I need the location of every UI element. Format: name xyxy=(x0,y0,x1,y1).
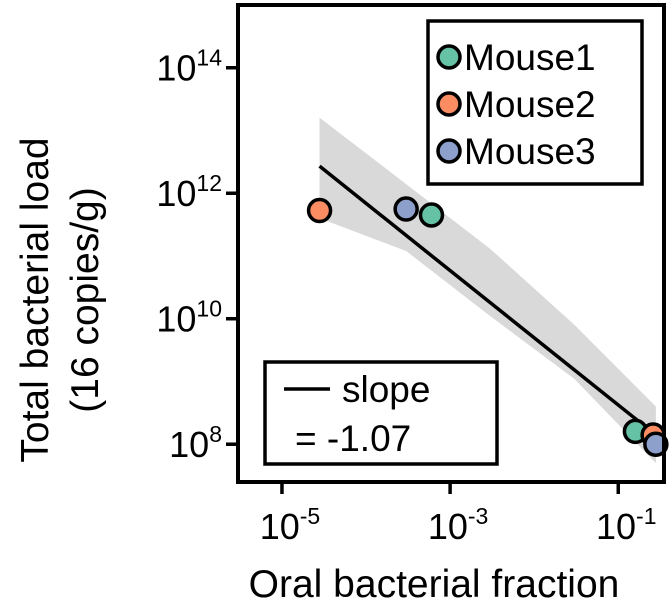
x-tick-label: 10-5 xyxy=(260,503,321,547)
data-point-mouse1-1 xyxy=(418,202,445,228)
slope-annotation: slope = -1.07 xyxy=(263,360,499,466)
annotation-slope-value: = -1.07 xyxy=(295,418,411,459)
x-tick-label: 10-3 xyxy=(428,503,489,547)
axis-ticks-layer: 10-5 10-3 10-1 108 1010 1012 1014 xyxy=(156,45,656,547)
y-axis-title-line-2: (16 copies/g) xyxy=(64,187,107,412)
y-tick-label: 1010 xyxy=(156,296,222,340)
data-point-mouse3-1 xyxy=(393,196,419,222)
legend-label-mouse3: Mouse3 xyxy=(464,131,596,172)
legend: Mouse1 Mouse2 Mouse3 xyxy=(426,19,644,186)
legend-label-mouse1: Mouse1 xyxy=(464,37,596,78)
y-tick-label: 1012 xyxy=(156,170,222,214)
legend-label-mouse2: Mouse2 xyxy=(464,84,596,125)
x-axis-title: Oral bacterial fraction xyxy=(249,563,620,606)
legend-marker-mouse3 xyxy=(436,138,462,164)
data-point-mouse2-1 xyxy=(306,197,333,224)
annotation-slope-label: slope xyxy=(342,369,430,410)
legend-box xyxy=(426,19,644,186)
y-axis-title: Total bacterial load (16 copies/g) xyxy=(14,137,107,462)
legend-marker-mouse1 xyxy=(436,44,462,70)
fit-line-layer xyxy=(318,164,657,437)
x-tick-label: 10-1 xyxy=(596,503,657,547)
legend-marker-mouse2 xyxy=(436,91,462,117)
y-axis-title-line-1: Total bacterial load xyxy=(14,137,57,462)
y-tick-label: 1014 xyxy=(156,45,222,89)
y-tick-label: 108 xyxy=(169,421,222,465)
data-points-layer xyxy=(306,196,669,457)
annotation-box xyxy=(263,360,499,466)
fit-line xyxy=(318,164,657,437)
data-point-mouse3-2 xyxy=(643,431,669,457)
